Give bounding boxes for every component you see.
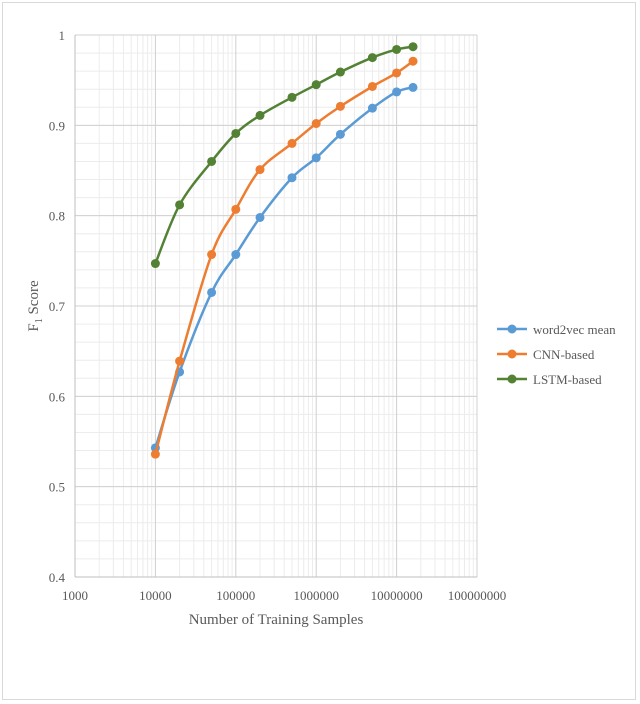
data-point (367, 81, 377, 91)
data-point (150, 449, 160, 459)
data-point (408, 56, 418, 66)
legend-label: LSTM-based (533, 372, 602, 387)
x-tick-label: 100000 (216, 588, 255, 603)
legend-swatch-marker (507, 374, 517, 384)
data-point (408, 82, 418, 92)
data-point (231, 128, 241, 138)
data-point (207, 287, 217, 297)
data-point (367, 103, 377, 113)
legend-label: word2vec mean (533, 322, 616, 337)
data-point (231, 250, 241, 260)
data-point (367, 53, 377, 63)
data-point (311, 119, 321, 129)
x-tick-label: 1000 (62, 588, 88, 603)
data-point (231, 204, 241, 214)
data-point (207, 250, 217, 260)
x-axis-tick-labels: 1000 10000 100000 1000000 10000000 100000000 (62, 588, 506, 603)
legend-swatch-marker (507, 349, 517, 359)
data-point (287, 173, 297, 183)
x-tick-label: 100000000 (448, 588, 507, 603)
y-tick-label: 0.9 (49, 118, 65, 133)
data-point (175, 200, 185, 210)
y-axis-tick-labels: 0.4 0.5 0.6 0.7 0.8 0.9 1 (49, 28, 66, 585)
x-tick-label: 10000000 (371, 588, 423, 603)
data-point (335, 101, 345, 111)
y-axis-label-subscript: 1 (34, 318, 45, 323)
data-point (287, 92, 297, 102)
y-axis-label: F1 Score (26, 280, 45, 332)
legend-item: word2vec mean (497, 322, 616, 337)
legend: word2vec mean CNN-based LSTM-based (497, 322, 616, 387)
series-line (154, 60, 414, 455)
y-axis-label-rest: Score (26, 280, 42, 318)
series-0 (150, 82, 418, 453)
data-point (255, 165, 265, 175)
legend-label: CNN-based (533, 347, 595, 362)
data-point (255, 212, 265, 222)
data-point (392, 87, 402, 97)
legend-item: CNN-based (497, 347, 595, 362)
y-tick-label: 0.5 (49, 480, 65, 495)
data-point (175, 356, 185, 366)
data-point (311, 80, 321, 90)
series-group (150, 42, 418, 459)
data-point (392, 68, 402, 78)
legend-swatch-marker (507, 324, 517, 334)
y-tick-label: 0.4 (49, 570, 66, 585)
data-point (287, 138, 297, 148)
y-tick-label: 0.8 (49, 209, 65, 224)
x-tick-label: 1000000 (293, 588, 339, 603)
y-axis-label-main: F (26, 323, 42, 331)
y-tick-label: 1 (59, 28, 66, 43)
series-1 (150, 56, 418, 459)
data-point (335, 67, 345, 77)
legend-item: LSTM-based (497, 372, 602, 387)
series-2 (150, 42, 418, 269)
data-point (255, 110, 265, 120)
data-point (311, 153, 321, 163)
x-tick-label: 10000 (139, 588, 172, 603)
major-gridlines (74, 34, 478, 578)
data-point (408, 42, 418, 52)
data-point (207, 156, 217, 166)
x-axis-label: Number of Training Samples (189, 612, 364, 628)
data-point (392, 44, 402, 54)
data-point (335, 129, 345, 139)
y-tick-label: 0.6 (49, 389, 66, 404)
y-tick-label: 0.7 (49, 299, 66, 314)
data-point (150, 259, 160, 269)
